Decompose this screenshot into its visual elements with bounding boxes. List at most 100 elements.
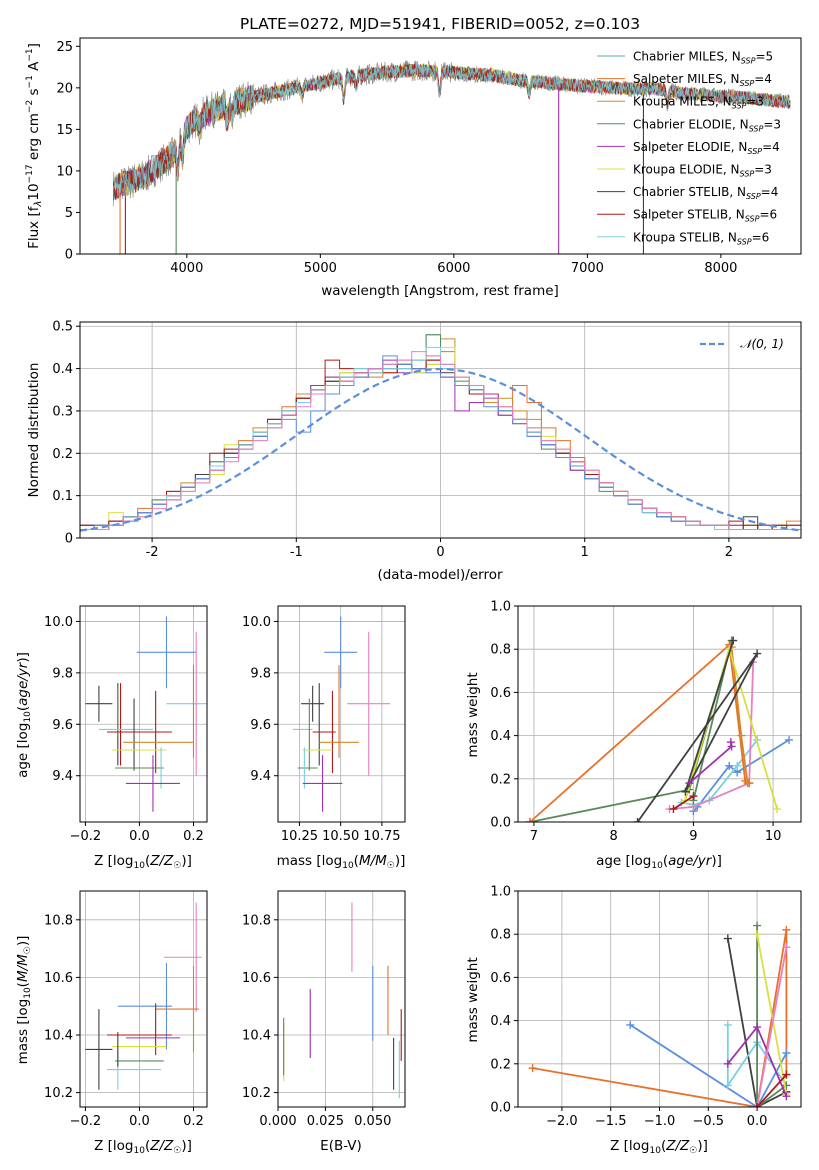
weight-marker [782, 1092, 791, 1101]
weight-marker [733, 761, 742, 770]
weight-marker [633, 818, 642, 822]
y-tick-label: 5 [65, 206, 73, 221]
plot-frame [277, 890, 406, 1108]
weight-marker [528, 1064, 537, 1073]
legend-label: Kroupa ELODIE, NSSP=3 [633, 163, 772, 179]
y-tick-label: 0.4 [490, 1014, 511, 1029]
residual-legend: 𝒩(0, 1) [700, 337, 784, 351]
weight-marker [782, 925, 791, 934]
error-bar-point [302, 755, 343, 812]
x-tick-label: 7 [530, 829, 538, 844]
y-tick-label: 9.6 [52, 718, 73, 733]
weight-marker [782, 943, 791, 952]
age-vs-mass-plot: 10.25 10.50 10.75 9.4 9.6 9.8 10.0 [242, 605, 406, 844]
weight-marker [753, 921, 762, 930]
weight-line [684, 646, 778, 810]
error-bar-point [347, 631, 391, 776]
histogram-lines [80, 334, 801, 532]
x-tick-label: 0.000 [259, 1114, 296, 1129]
x-tick-label: −0.2 [70, 1114, 102, 1129]
legend-label: Salpeter MILES, NSSP=4 [633, 72, 772, 88]
wAge-xlabel: age [log10(age/yr)] [596, 853, 722, 871]
x-tick-label: 0.2 [183, 1114, 204, 1129]
weight-marker [753, 930, 762, 939]
weight-marker [725, 761, 734, 770]
x-tick-label: 9 [689, 829, 697, 844]
gaussian-legend-label: 𝒩(0, 1) [740, 337, 784, 351]
y-tick-label: 10.2 [242, 1086, 271, 1101]
error-bar-point [324, 616, 358, 689]
legend-label: Salpeter STELIB, NSSP=6 [633, 208, 777, 224]
ageM-xlabel: mass [log10(M/M☉)] [277, 853, 406, 871]
y-tick-label: 1.0 [490, 600, 511, 615]
legend-label: Chabrier ELODIE, NSSP=3 [633, 117, 781, 133]
y-tick-label: 0.2 [490, 772, 511, 787]
spectrum-plot: 4000 5000 6000 7000 8000 0 5 10 15 20 25 [56, 37, 802, 276]
massE-xlabel: E(B-V) [320, 1138, 362, 1154]
x-tick-label: 10.50 [322, 829, 359, 844]
y-tick-label: 0 [65, 532, 73, 547]
weight-line [756, 1073, 788, 1107]
x-tick-label: 0.025 [307, 1114, 344, 1129]
y-tick-label: 0.5 [52, 320, 73, 335]
weight-lines [528, 921, 791, 1107]
weight-vs-metallicity-plot: −2.0 −1.5 −1.0 −0.5 0.0 0.0 0.2 0.4 0.6 0.8 1.0 [490, 885, 802, 1129]
plot-frame [79, 890, 208, 1108]
y-tick-label: 1.0 [490, 885, 511, 900]
y-tick-label: 9.4 [52, 769, 73, 784]
x-tick-label: 6000 [437, 261, 470, 276]
plot-frame [79, 37, 802, 255]
x-tick-label: 7000 [571, 261, 604, 276]
error-bar-point [125, 755, 180, 812]
legend-label: Salpeter ELODIE, NSSP=4 [633, 140, 780, 156]
y-tick-label: 0.8 [490, 928, 511, 943]
y-tick-label: 0.0 [490, 1101, 511, 1116]
weight-line [636, 640, 758, 822]
error-bar-point [136, 616, 197, 689]
x-tick-label: 0.0 [129, 1114, 150, 1129]
y-tick-label: 25 [56, 40, 73, 55]
error-bars [283, 902, 402, 1099]
x-tick-label: 8000 [704, 261, 737, 276]
weight-line [756, 947, 788, 1107]
weight-marker [685, 779, 694, 788]
weight-marker [681, 787, 690, 796]
spectrum-ylabel: Flux [fλ10−17 erg cm−2 s−1 A−1] [25, 43, 44, 249]
x-tick-label: -1 [290, 545, 303, 560]
x-tick-label: −0.5 [693, 1114, 725, 1129]
wZ-ylabel: mass weight [465, 957, 481, 1042]
massZ-ylabel: mass [log10(M/M☉)] [15, 936, 33, 1065]
x-tick-label: 0.2 [183, 829, 204, 844]
y-tick-label: 0.4 [490, 729, 511, 744]
y-tick-label: 0.2 [52, 447, 73, 462]
weight-marker [753, 1103, 762, 1107]
y-tick-label: 0.1 [52, 489, 73, 504]
y-tick-label: 10.8 [44, 913, 73, 928]
x-tick-label: −2.0 [546, 1114, 578, 1129]
legend-label: Chabrier STELIB, NSSP=4 [633, 185, 778, 201]
y-tick-label: 0.6 [490, 686, 511, 701]
x-tick-label: 2 [725, 545, 733, 560]
y-tick-label: 10.0 [242, 615, 271, 630]
error-bar-point [85, 1009, 113, 1090]
y-tick-label: 10 [56, 164, 73, 179]
residual-plot: -2 -1 0 1 2 0 0.1 0.2 0.3 0.4 0.5 [52, 320, 802, 560]
error-bars [85, 902, 202, 1090]
y-tick-label: 0 [65, 248, 73, 263]
y-tick-label: 10.4 [242, 1029, 271, 1044]
gaussian-curve [80, 367, 801, 532]
plot-frame [277, 605, 406, 823]
y-tick-label: 15 [56, 123, 73, 138]
wAge-ylabel: mass weight [465, 672, 481, 757]
plot-frame [517, 890, 802, 1108]
y-tick-label: 0.0 [490, 816, 511, 831]
plot-frame [79, 321, 802, 539]
weight-marker [723, 1059, 732, 1068]
residual-histogram [80, 351, 801, 530]
model-spectrum [113, 64, 791, 197]
weight-line [726, 938, 787, 1107]
weight-marker [689, 792, 698, 801]
weight-marker [753, 1023, 762, 1032]
weight-marker [782, 1049, 791, 1057]
